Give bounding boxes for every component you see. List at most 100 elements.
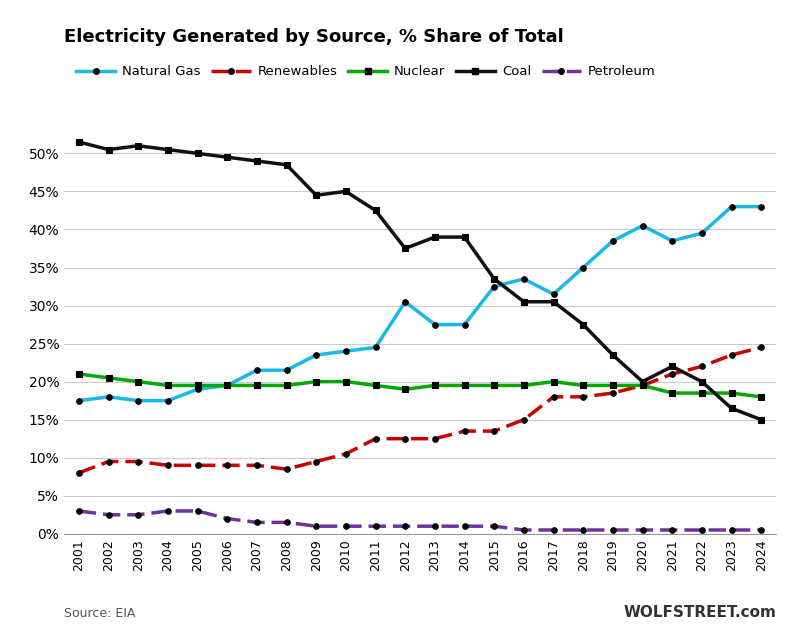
Nuclear xyxy=(578,382,588,389)
Nuclear xyxy=(104,374,114,382)
Nuclear xyxy=(74,371,84,378)
Nuclear xyxy=(726,389,736,397)
Petroleum xyxy=(726,526,736,534)
Natural Gas xyxy=(311,351,321,359)
Petroleum xyxy=(163,507,173,515)
Nuclear xyxy=(549,378,558,386)
Petroleum xyxy=(134,511,143,519)
Coal xyxy=(74,138,84,146)
Natural Gas xyxy=(756,203,766,210)
Text: Electricity Generated by Source, % Share of Total: Electricity Generated by Source, % Share… xyxy=(64,28,564,46)
Petroleum xyxy=(549,526,558,534)
Renewables xyxy=(667,371,677,378)
Nuclear xyxy=(490,382,499,389)
Natural Gas xyxy=(667,237,677,245)
Natural Gas xyxy=(578,264,588,271)
Coal xyxy=(370,207,380,214)
Renewables xyxy=(74,469,84,477)
Coal xyxy=(341,188,350,195)
Natural Gas xyxy=(519,275,529,283)
Petroleum xyxy=(311,522,321,530)
Petroleum xyxy=(638,526,647,534)
Nuclear xyxy=(134,378,143,386)
Text: Source: EIA: Source: EIA xyxy=(64,607,135,620)
Renewables xyxy=(490,427,499,435)
Nuclear xyxy=(460,382,470,389)
Renewables xyxy=(341,450,350,458)
Natural Gas xyxy=(282,367,291,374)
Natural Gas xyxy=(460,321,470,328)
Coal xyxy=(222,153,232,161)
Petroleum xyxy=(282,519,291,526)
Renewables xyxy=(193,462,202,469)
Nuclear xyxy=(697,389,706,397)
Nuclear xyxy=(519,382,529,389)
Nuclear xyxy=(608,382,618,389)
Petroleum xyxy=(608,526,618,534)
Coal xyxy=(282,161,291,168)
Renewables xyxy=(726,351,736,359)
Coal xyxy=(311,192,321,199)
Renewables xyxy=(104,458,114,465)
Petroleum xyxy=(460,522,470,530)
Coal xyxy=(430,233,440,241)
Line: Petroleum: Petroleum xyxy=(76,508,764,533)
Natural Gas xyxy=(74,397,84,404)
Coal xyxy=(756,416,766,423)
Petroleum xyxy=(756,526,766,534)
Petroleum xyxy=(519,526,529,534)
Coal xyxy=(519,298,529,305)
Line: Renewables: Renewables xyxy=(76,345,764,476)
Nuclear xyxy=(163,382,173,389)
Renewables xyxy=(638,382,647,389)
Petroleum xyxy=(667,526,677,534)
Coal xyxy=(638,378,647,386)
Petroleum xyxy=(104,511,114,519)
Coal xyxy=(667,362,677,370)
Renewables xyxy=(697,362,706,370)
Coal xyxy=(193,149,202,157)
Natural Gas xyxy=(697,229,706,237)
Natural Gas xyxy=(370,344,380,351)
Coal xyxy=(549,298,558,305)
Renewables xyxy=(578,393,588,401)
Coal xyxy=(726,404,736,412)
Line: Coal: Coal xyxy=(76,139,764,423)
Nuclear xyxy=(430,382,440,389)
Coal xyxy=(104,146,114,153)
Coal xyxy=(697,378,706,386)
Petroleum xyxy=(222,515,232,522)
Renewables xyxy=(222,462,232,469)
Nuclear xyxy=(282,382,291,389)
Natural Gas xyxy=(726,203,736,210)
Renewables xyxy=(311,458,321,465)
Nuclear xyxy=(222,382,232,389)
Petroleum xyxy=(252,519,262,526)
Nuclear xyxy=(252,382,262,389)
Natural Gas xyxy=(134,397,143,404)
Text: WOLFSTREET.com: WOLFSTREET.com xyxy=(623,605,776,620)
Nuclear xyxy=(667,389,677,397)
Renewables xyxy=(282,465,291,473)
Petroleum xyxy=(370,522,380,530)
Renewables xyxy=(134,458,143,465)
Renewables xyxy=(430,435,440,443)
Natural Gas xyxy=(163,397,173,404)
Nuclear xyxy=(341,378,350,386)
Natural Gas xyxy=(430,321,440,328)
Natural Gas xyxy=(341,347,350,355)
Petroleum xyxy=(430,522,440,530)
Renewables xyxy=(519,416,529,423)
Renewables xyxy=(756,344,766,351)
Renewables xyxy=(608,389,618,397)
Natural Gas xyxy=(490,283,499,290)
Petroleum xyxy=(193,507,202,515)
Natural Gas xyxy=(638,222,647,229)
Nuclear xyxy=(193,382,202,389)
Renewables xyxy=(400,435,410,443)
Coal xyxy=(163,146,173,153)
Nuclear xyxy=(756,393,766,401)
Natural Gas xyxy=(549,290,558,298)
Nuclear xyxy=(638,382,647,389)
Coal xyxy=(252,157,262,165)
